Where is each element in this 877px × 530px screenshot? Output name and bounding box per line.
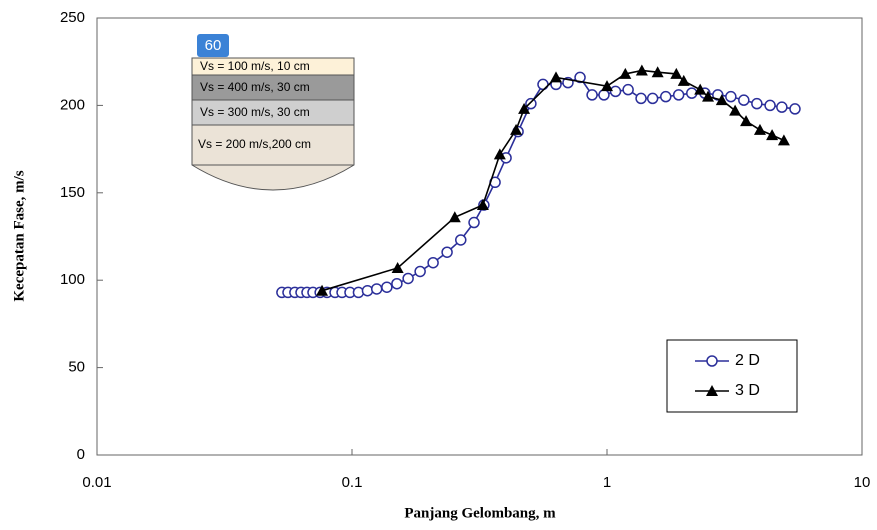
- point: [370, 283, 383, 295]
- x-tick-label: 0.1: [342, 474, 363, 491]
- y-tick-label: 100: [60, 271, 85, 288]
- point: [441, 246, 453, 258]
- point: [789, 103, 801, 115]
- point: [493, 148, 506, 160]
- point: [510, 123, 523, 135]
- legend-label: 2 D: [735, 352, 760, 369]
- point: [381, 281, 393, 293]
- legend-label: 3 D: [735, 382, 760, 399]
- point: [677, 74, 690, 86]
- point: [660, 90, 672, 103]
- x-tick-label: 0.01: [82, 474, 111, 491]
- point: [751, 97, 763, 110]
- point: [740, 115, 753, 127]
- layer: [191, 74, 355, 101]
- layer-label: Vs = 200 m/s,200 cm: [198, 137, 311, 151]
- x-tick-label: 10: [854, 474, 871, 491]
- point: [651, 66, 664, 78]
- point: [694, 83, 707, 95]
- y-tick-label: 150: [60, 184, 85, 201]
- legend-box: [666, 339, 798, 413]
- point: [414, 265, 426, 278]
- point: [672, 89, 685, 101]
- point: [635, 92, 647, 105]
- point: [635, 64, 648, 76]
- point: [476, 199, 489, 211]
- point: [777, 134, 790, 146]
- point: [619, 67, 632, 79]
- y-axis-label: Kecepatan Fase, m/s: [11, 170, 27, 301]
- point: [402, 272, 414, 285]
- point: [729, 104, 742, 116]
- point: [766, 129, 779, 141]
- y-tick-label: 0: [77, 446, 85, 463]
- point: [525, 97, 537, 110]
- legend-marker: [706, 355, 718, 367]
- y-tick-label: 250: [60, 9, 85, 26]
- y-tick-label: 200: [60, 96, 85, 113]
- plot-frame: [96, 17, 863, 456]
- series-line: [281, 76, 796, 294]
- badge-text: 60: [205, 37, 222, 54]
- point: [764, 99, 776, 112]
- series-line: [321, 69, 785, 292]
- point: [609, 85, 622, 98]
- point: [646, 92, 659, 105]
- point: [574, 71, 586, 84]
- legend-marker: [706, 385, 718, 396]
- point: [455, 234, 467, 246]
- layer: [191, 124, 355, 191]
- point: [518, 102, 531, 114]
- point: [550, 71, 563, 83]
- layer-label: Vs = 100 m/s, 10 cm: [200, 59, 310, 73]
- point: [361, 284, 374, 297]
- point: [391, 261, 404, 273]
- point: [702, 90, 715, 102]
- y-tick-label: 50: [68, 359, 85, 376]
- point: [753, 123, 766, 135]
- point: [670, 67, 683, 79]
- point: [352, 286, 365, 299]
- badge: [197, 34, 229, 57]
- point: [427, 256, 439, 269]
- point: [448, 211, 461, 223]
- point: [622, 83, 634, 96]
- x-tick-label: 1: [603, 474, 611, 491]
- point: [598, 89, 610, 101]
- point: [391, 277, 403, 290]
- point: [715, 94, 728, 106]
- layer-label: Vs = 300 m/s, 30 cm: [200, 105, 310, 119]
- point: [725, 90, 737, 103]
- point: [586, 89, 598, 101]
- point: [738, 94, 750, 106]
- x-axis-label: Panjang Gelombang, m: [404, 505, 556, 521]
- layer-label: Vs = 400 m/s, 30 cm: [200, 80, 310, 94]
- point: [601, 80, 613, 92]
- inset: Vs = 100 m/s, 10 cm Vs = 400 m/s, 30 cm …: [191, 34, 355, 191]
- point: [316, 284, 329, 296]
- point: [776, 101, 788, 113]
- point: [468, 216, 480, 229]
